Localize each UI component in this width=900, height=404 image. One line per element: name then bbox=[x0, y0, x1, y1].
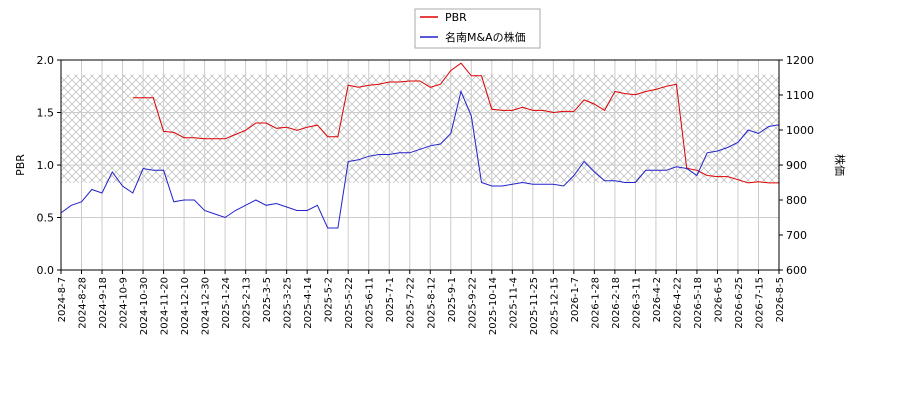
y-tick-label: 1.5 bbox=[37, 107, 55, 120]
y2-tick-label: 1100 bbox=[786, 89, 814, 102]
y2-axis-label: 株価 bbox=[833, 154, 847, 176]
y2-tick-label: 600 bbox=[786, 264, 807, 277]
x-tick-label: 2025-10-14 bbox=[488, 277, 499, 335]
x-tick-label: 2026-1-7 bbox=[570, 277, 581, 322]
x-tick-label: 2026-8-5 bbox=[775, 277, 786, 322]
x-tick-label: 2025-11-25 bbox=[529, 277, 540, 335]
x-tick-label: 2025-4-14 bbox=[303, 277, 314, 329]
y-tick-label: 0.5 bbox=[37, 212, 55, 225]
x-tick-label: 2026-6-5 bbox=[713, 277, 724, 322]
y2-tick-label: 1000 bbox=[786, 124, 814, 137]
x-tick-label: 2024-10-30 bbox=[139, 277, 150, 335]
y2-tick-label: 800 bbox=[786, 194, 807, 207]
legend bbox=[414, 8, 541, 49]
x-tick-label: 2025-1-24 bbox=[221, 277, 232, 329]
x-tick-label: 2025-5-22 bbox=[344, 277, 355, 329]
x-tick-label: 2025-3-25 bbox=[283, 277, 294, 329]
x-tick-label: 2024-10-9 bbox=[119, 277, 130, 329]
legend-label: 名南M&Aの株価 bbox=[445, 30, 526, 44]
series-line bbox=[132, 62, 779, 184]
shaded-range bbox=[61, 74, 779, 183]
x-tick-label: 2024-9-18 bbox=[98, 277, 109, 329]
x-tick-label: 2026-3-11 bbox=[631, 277, 642, 329]
plot-frame bbox=[60, 59, 780, 271]
x-tick-label: 2025-3-5 bbox=[262, 277, 273, 322]
y2-tick-label: 1200 bbox=[786, 54, 814, 67]
x-tick-label: 2026-4-2 bbox=[652, 277, 663, 322]
y2-tick-label: 900 bbox=[786, 159, 807, 172]
x-tick-label: 2024-11-20 bbox=[160, 277, 171, 335]
x-tick-label: 2025-8-12 bbox=[426, 277, 437, 329]
x-tick-label: 2025-5-2 bbox=[324, 277, 335, 322]
x-tick-label: 2026-6-25 bbox=[734, 277, 745, 329]
y-tick-label: 0.0 bbox=[37, 264, 55, 277]
x-tick-label: 2024-12-30 bbox=[201, 277, 212, 335]
x-tick-label: 2024-12-10 bbox=[180, 277, 191, 335]
y-tick-label: 2.0 bbox=[37, 54, 55, 67]
x-tick-label: 2026-7-15 bbox=[754, 277, 765, 329]
x-tick-label: 2025-12-15 bbox=[549, 277, 560, 335]
x-tick-label: 2024-8-7 bbox=[57, 277, 68, 322]
y-axis-label: PBR bbox=[14, 154, 27, 176]
y-tick-label: 1.0 bbox=[37, 159, 55, 172]
x-tick-label: 2026-5-18 bbox=[693, 277, 704, 329]
y2-tick-label: 700 bbox=[786, 229, 807, 242]
x-tick-label: 2026-2-18 bbox=[611, 277, 622, 329]
series-line bbox=[60, 89, 780, 229]
x-tick-label: 2025-7-22 bbox=[406, 277, 417, 329]
x-tick-label: 2026-4-22 bbox=[672, 277, 683, 329]
x-tick-label: 2025-9-1 bbox=[447, 277, 458, 322]
x-tick-label: 2025-7-1 bbox=[385, 277, 396, 322]
x-tick-label: 2026-1-28 bbox=[590, 277, 601, 329]
x-tick-label: 2025-2-13 bbox=[242, 277, 253, 329]
x-tick-label: 2024-8-28 bbox=[78, 277, 89, 329]
x-tick-label: 2025-6-11 bbox=[365, 277, 376, 329]
legend-label: PBR bbox=[445, 11, 467, 24]
x-tick-label: 2025-11-4 bbox=[508, 277, 519, 329]
x-tick-label: 2025-9-22 bbox=[467, 277, 478, 329]
